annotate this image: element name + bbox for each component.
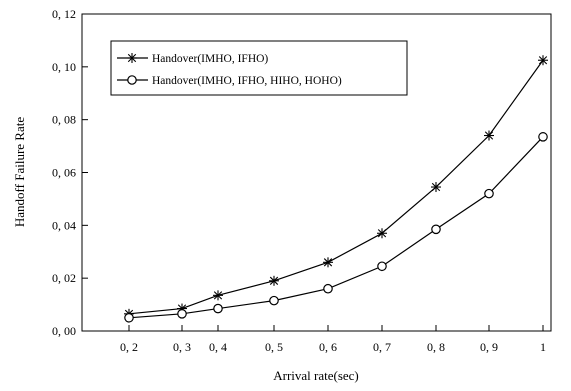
series-1-point bbox=[213, 290, 223, 300]
legend: Handover(IMHO, IFHO) Handover(IMHO, IFHO,… bbox=[111, 41, 407, 95]
y-axis-label: Handoff Failure Rate bbox=[12, 117, 27, 227]
y-tick-label: 0, 08 bbox=[52, 113, 76, 127]
legend-label-2: Handover(IMHO, IFHO, HIHO, HOHO) bbox=[152, 75, 342, 87]
series-2-point bbox=[324, 285, 332, 293]
y-tick-label: 0, 04 bbox=[52, 218, 76, 232]
series-2-point bbox=[214, 304, 222, 312]
y-tick-label: 0, 06 bbox=[52, 166, 76, 180]
x-tick-label: 0, 6 bbox=[319, 340, 337, 354]
series-1-point bbox=[431, 182, 441, 192]
y-tick-label: 0, 10 bbox=[52, 60, 76, 74]
series-2-point bbox=[270, 296, 278, 304]
series-2-point bbox=[125, 314, 133, 322]
x-tick-label: 0, 7 bbox=[373, 340, 391, 354]
legend-marker-2 bbox=[128, 76, 136, 84]
x-tick-label: 0, 9 bbox=[480, 340, 498, 354]
series-1-point bbox=[484, 131, 494, 141]
x-axis-label: Arrival rate(sec) bbox=[273, 368, 359, 383]
x-tick-label: 0, 4 bbox=[209, 340, 227, 354]
y-tick-label: 0, 00 bbox=[52, 324, 76, 338]
y-tick-label: 0, 02 bbox=[52, 271, 76, 285]
x-tick-label: 0, 8 bbox=[427, 340, 445, 354]
y-tick-label: 0, 12 bbox=[52, 7, 76, 21]
series-1-point bbox=[538, 55, 548, 65]
series-2-point bbox=[432, 225, 440, 233]
x-tick-label: 0, 3 bbox=[173, 340, 191, 354]
series-2-point bbox=[378, 262, 386, 270]
series-2-point bbox=[485, 189, 493, 197]
series-2-point bbox=[539, 133, 547, 141]
legend-marker-1 bbox=[127, 53, 137, 63]
series-1-point bbox=[377, 228, 387, 238]
x-tick-label: 0, 2 bbox=[120, 340, 138, 354]
legend-label-1: Handover(IMHO, IFHO) bbox=[152, 53, 268, 65]
series-2-point bbox=[178, 310, 186, 318]
series-1-point bbox=[323, 257, 333, 267]
x-tick-label: 0, 5 bbox=[265, 340, 283, 354]
x-tick-label: 1 bbox=[540, 340, 546, 354]
series-1-point bbox=[269, 276, 279, 286]
